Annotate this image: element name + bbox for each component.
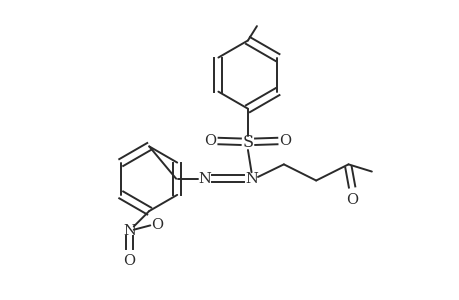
Text: O: O — [204, 134, 216, 148]
Text: O: O — [123, 254, 135, 268]
Text: N: N — [123, 224, 135, 238]
Text: O: O — [279, 134, 291, 148]
Text: O: O — [345, 193, 358, 207]
Text: N: N — [245, 172, 257, 186]
Text: N: N — [198, 172, 211, 186]
Text: S: S — [242, 134, 253, 151]
Text: O: O — [151, 218, 163, 233]
